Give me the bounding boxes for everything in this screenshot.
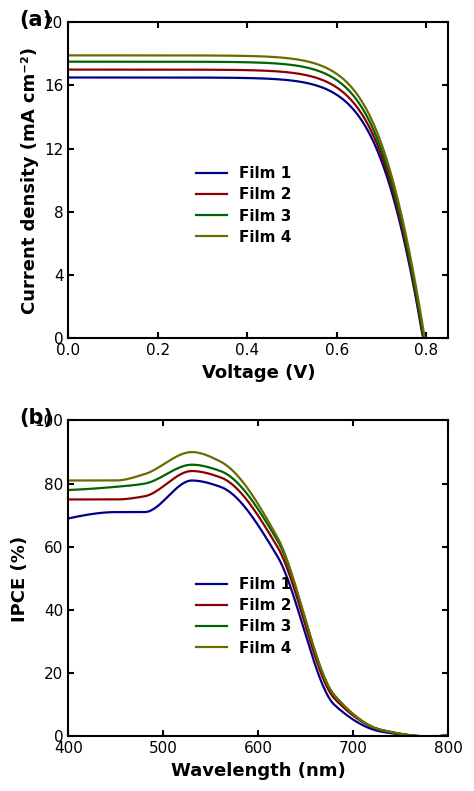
Line: Film 1: Film 1 <box>68 78 453 339</box>
Film 1 <box>67 73 73 82</box>
Text: (b): (b) <box>19 408 53 428</box>
Film 3 <box>67 57 73 66</box>
Line: Film 1: Film 1 <box>68 480 448 736</box>
Film 4 <box>414 287 420 297</box>
Film 3 <box>422 334 428 343</box>
Film 3 <box>354 713 360 722</box>
Film 1 <box>65 73 71 82</box>
Film 1 <box>301 78 307 87</box>
Film 2 <box>67 65 73 74</box>
Film 3 <box>446 730 451 740</box>
Film 1 <box>308 648 314 657</box>
Film 2 <box>89 494 94 504</box>
Film 1 <box>293 77 299 86</box>
Film 2 <box>287 570 292 580</box>
Film 2 <box>189 466 195 475</box>
Film 2 <box>65 65 71 74</box>
Film 2 <box>65 494 71 504</box>
Film 2 <box>308 639 314 649</box>
Film 2 <box>393 729 399 738</box>
Line: Film 2: Film 2 <box>68 70 453 339</box>
Film 4 <box>427 732 432 741</box>
Film 1 <box>297 611 302 620</box>
Film 4 <box>293 55 299 64</box>
Film 1 <box>414 299 420 308</box>
Line: Film 2: Film 2 <box>68 471 448 736</box>
Film 4 <box>189 448 195 457</box>
X-axis label: Wavelength (nm): Wavelength (nm) <box>171 762 346 780</box>
Film 2 <box>446 730 451 740</box>
Film 4 <box>294 55 300 64</box>
Film 4 <box>308 634 314 643</box>
Film 3 <box>308 634 314 643</box>
Film 3 <box>414 293 420 302</box>
Film 2 <box>301 70 307 79</box>
Line: Film 4: Film 4 <box>68 452 448 736</box>
Film 4 <box>287 562 292 572</box>
Film 3 <box>287 564 292 573</box>
Film 4 <box>65 475 71 485</box>
X-axis label: Voltage (V): Voltage (V) <box>201 364 315 381</box>
Film 4 <box>450 334 456 343</box>
Film 2 <box>422 334 428 343</box>
Film 3 <box>450 334 456 343</box>
Film 3 <box>89 484 94 494</box>
Film 4 <box>67 51 73 60</box>
Film 4 <box>423 334 429 343</box>
Film 1 <box>393 729 399 739</box>
Film 1 <box>446 731 451 740</box>
Film 2 <box>297 601 302 611</box>
Film 4 <box>446 730 451 740</box>
Film 2 <box>450 334 456 343</box>
Film 3 <box>65 57 71 66</box>
Film 1 <box>294 77 300 86</box>
Film 4 <box>89 475 94 485</box>
Film 4 <box>297 595 302 604</box>
Film 1 <box>354 717 360 727</box>
Line: Film 3: Film 3 <box>68 62 453 339</box>
Text: (a): (a) <box>19 9 52 29</box>
Film 1 <box>427 732 432 741</box>
Film 1 <box>390 190 395 199</box>
Film 2 <box>293 69 299 78</box>
Film 2 <box>414 296 420 305</box>
Legend: Film 1, Film 2, Film 3, Film 4: Film 1, Film 2, Film 3, Film 4 <box>190 161 298 251</box>
Film 4 <box>65 51 71 60</box>
Film 1 <box>287 580 292 589</box>
Y-axis label: Current density (mA cm⁻²): Current density (mA cm⁻²) <box>20 47 38 314</box>
Film 4 <box>301 56 307 66</box>
Film 1 <box>420 334 426 343</box>
Film 3 <box>301 62 307 72</box>
Line: Film 4: Film 4 <box>68 55 453 339</box>
Film 3 <box>294 61 300 70</box>
Film 4 <box>393 729 399 738</box>
Film 1 <box>89 509 94 519</box>
Film 2 <box>294 69 300 78</box>
Film 1 <box>65 513 71 523</box>
Legend: Film 1, Film 2, Film 3, Film 4: Film 1, Film 2, Film 3, Film 4 <box>190 571 298 661</box>
Film 1 <box>189 475 195 485</box>
Film 3 <box>293 61 299 70</box>
Film 2 <box>390 185 395 195</box>
Film 3 <box>427 732 432 741</box>
Film 3 <box>297 596 302 605</box>
Line: Film 3: Film 3 <box>68 464 448 736</box>
Film 2 <box>427 732 432 741</box>
Film 2 <box>354 713 360 723</box>
Film 4 <box>390 174 395 184</box>
Y-axis label: IPCE (%): IPCE (%) <box>11 536 29 622</box>
Film 3 <box>390 180 395 190</box>
Film 1 <box>450 334 456 343</box>
Film 4 <box>354 713 360 722</box>
Film 3 <box>393 729 399 738</box>
Film 3 <box>189 460 195 469</box>
Film 3 <box>65 485 71 494</box>
